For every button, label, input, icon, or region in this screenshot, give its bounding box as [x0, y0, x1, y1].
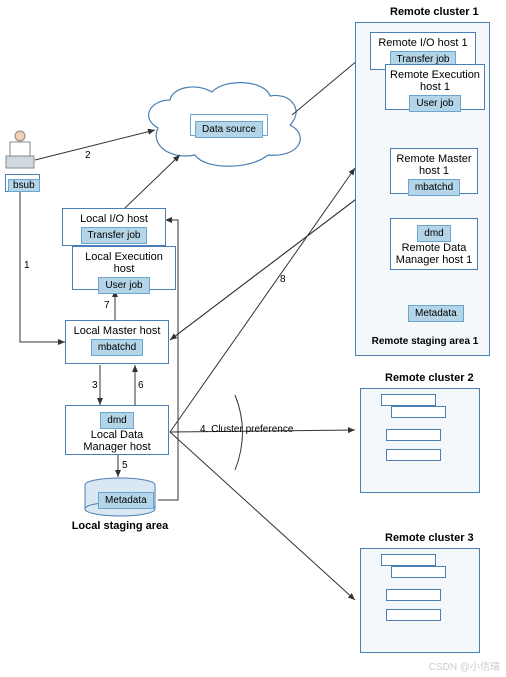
watermark: CSDN @小信瑞: [429, 658, 500, 673]
data-source-label: Data source: [195, 121, 263, 138]
local-io-title: Local I/O host: [67, 213, 161, 225]
label-4: 4. Cluster preference: [200, 424, 293, 435]
remote-metadata-label: Metadata: [408, 305, 464, 322]
remote-cluster-3: [360, 548, 480, 653]
local-master-badge: mbatchd: [91, 339, 143, 356]
label-7: 7: [104, 300, 110, 311]
remote3-title: Remote cluster 3: [385, 532, 474, 544]
remote-dmd-host: dmd Remote Data Manager host 1: [390, 218, 478, 270]
remote-exec-title: Remote Execution host 1: [390, 69, 480, 93]
label-8: 8: [280, 274, 286, 285]
remote-master-host: Remote Master host 1 mbatchd: [390, 148, 478, 194]
local-master-host: Local Master host mbatchd: [65, 320, 169, 364]
remote-master-title: Remote Master host 1: [395, 153, 473, 177]
local-io-host: Local I/O host Transfer job: [62, 208, 166, 246]
local-master-title: Local Master host: [70, 325, 164, 337]
local-exec-host: Local Execution host User job: [72, 246, 176, 290]
bsub-label: bsub: [8, 179, 40, 192]
remote-exec-host: Remote Execution host 1 User job: [385, 64, 485, 110]
local-dmd-badge: dmd: [100, 412, 133, 429]
remote-exec-badge: User job: [409, 95, 460, 112]
remote-dmd-title: Remote Data Manager host 1: [395, 242, 473, 266]
remote-io-title: Remote I/O host 1: [375, 37, 471, 49]
label-5: 5: [122, 460, 128, 471]
remote-dmd-badge: dmd: [417, 225, 450, 242]
label-3: 3: [92, 380, 98, 391]
remote-cluster-2: [360, 388, 480, 493]
local-dmd-title: Local Data Manager host: [70, 429, 164, 453]
label-1: 1: [24, 260, 30, 271]
local-caption: Local staging area: [70, 520, 170, 532]
label-6: 6: [138, 380, 144, 391]
remote-master-badge: mbatchd: [408, 179, 460, 196]
remote1-caption: Remote staging area 1: [365, 336, 485, 347]
local-exec-title: Local Execution host: [77, 251, 171, 275]
remote1-title: Remote cluster 1: [390, 6, 479, 18]
bsub-badge: bsub: [5, 174, 40, 192]
local-io-badge: Transfer job: [81, 227, 148, 244]
local-exec-badge: User job: [98, 277, 149, 294]
data-source-box: Data source: [190, 114, 268, 136]
local-metadata-label: Metadata: [98, 492, 154, 509]
label-2: 2: [85, 150, 91, 161]
local-dmd-host: dmd Local Data Manager host: [65, 405, 169, 455]
remote2-title: Remote cluster 2: [385, 372, 474, 384]
